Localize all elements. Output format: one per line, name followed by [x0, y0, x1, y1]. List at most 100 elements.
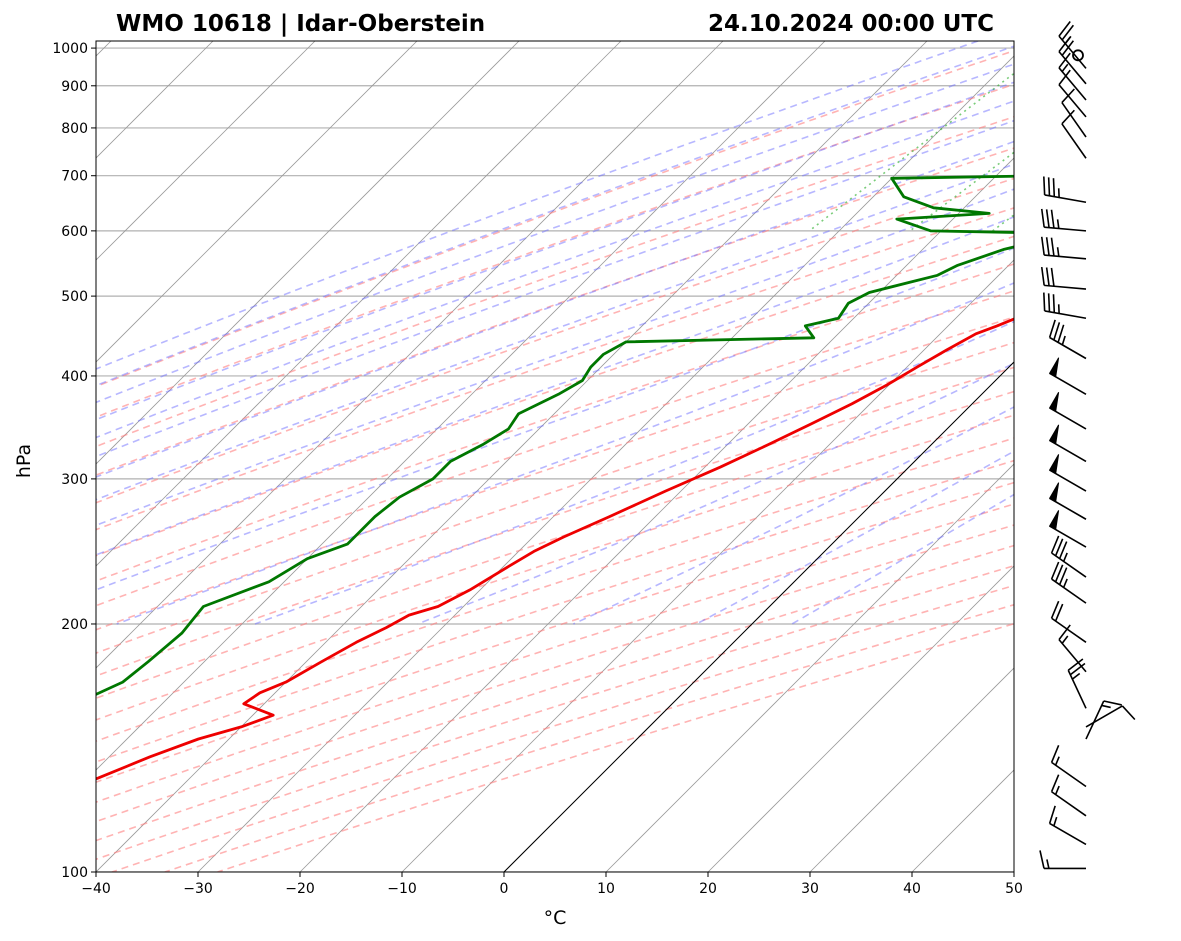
barb-full-feather — [1050, 745, 1060, 763]
barb-shaft — [1051, 791, 1087, 817]
barb-full-feather — [1061, 40, 1075, 56]
barb-shaft — [1051, 761, 1087, 788]
x-tick-label: 30 — [801, 881, 819, 897]
barb-full-feather — [1061, 88, 1075, 104]
barb-full-feather — [1050, 209, 1055, 229]
barb-shaft — [1044, 310, 1087, 320]
y-axis-label: hPa — [13, 444, 35, 478]
barb-full-feather — [1053, 322, 1061, 341]
wind-barb — [1050, 774, 1087, 817]
barb-full-feather — [1040, 208, 1045, 228]
barb-full-feather — [1061, 109, 1075, 125]
barb-full-feather — [1057, 324, 1065, 343]
profile-lines — [96, 174, 1014, 781]
dry-adiabat — [96, 207, 1014, 531]
isotherm-gridline — [96, 41, 622, 567]
barb-shaft — [1085, 700, 1105, 740]
barb-shaft — [1044, 226, 1087, 232]
barb-full-feather — [1039, 850, 1045, 869]
barb-shaft — [1061, 102, 1087, 138]
barb-half-feather — [1071, 672, 1081, 680]
barb-full-feather — [1045, 237, 1050, 256]
wind-barb — [1043, 292, 1087, 320]
barb-full-feather — [1040, 236, 1045, 256]
barb-shaft — [1044, 194, 1087, 204]
dry-adiabat — [96, 481, 1014, 784]
wind-barb — [1048, 357, 1087, 396]
barb-pennant — [1048, 454, 1060, 475]
barb-half-feather — [1054, 756, 1060, 766]
barb-full-feather — [1048, 319, 1056, 338]
wind-barb — [1039, 850, 1086, 870]
barb-shaft — [1058, 67, 1087, 101]
barb-full-feather — [1050, 237, 1055, 257]
barb-full-feather — [1043, 176, 1046, 195]
isotherm-gridline — [707, 565, 1014, 872]
isotherm-gridline — [96, 41, 724, 669]
axis-ticks: −40 −30 −20 −10 0 10 20 30 40 50 100 200 300 400 500 60… — [52, 41, 1023, 897]
dewpoint-profile-line — [96, 174, 1014, 696]
barb-full-feather — [1050, 535, 1060, 554]
x-axis-label: °C — [544, 907, 567, 929]
chart-title-right: 24.10.2024 00:00 UTC — [708, 11, 994, 37]
barb-shaft — [1058, 35, 1087, 69]
wind-barb — [1043, 176, 1087, 204]
dry-adiabat — [96, 414, 1014, 721]
barb-shaft — [1067, 669, 1087, 709]
barb-shaft — [1058, 84, 1087, 118]
moist-adiabat — [96, 163, 1014, 501]
barb-shaft — [1051, 578, 1087, 604]
wind-barb — [1048, 454, 1087, 492]
barb-shaft — [1061, 123, 1087, 159]
y-tick-label: 1000 — [52, 41, 88, 57]
y-tick-label: 600 — [61, 224, 88, 240]
barb-full-feather — [1048, 805, 1056, 824]
barb-half-feather — [1046, 859, 1050, 869]
barb-full-feather — [1058, 69, 1071, 86]
temperature-profile-line — [96, 317, 1014, 781]
dry-adiabat — [96, 83, 1014, 418]
barb-full-feather — [1058, 567, 1068, 585]
moist-adiabat — [96, 188, 1014, 527]
wind-barb — [1067, 658, 1087, 709]
wind-barb — [1061, 88, 1087, 138]
moist-adiabat — [96, 41, 979, 370]
isotherm-gridline — [96, 41, 316, 261]
wind-barb — [1048, 510, 1087, 548]
barb-full-feather — [1040, 266, 1045, 286]
wind-barb — [1058, 52, 1087, 101]
barb-full-feather — [1069, 662, 1086, 676]
barb-full-feather — [1050, 561, 1060, 580]
y-tick-label: 300 — [61, 472, 88, 488]
barb-full-feather — [1047, 293, 1051, 312]
x-tick-label: 20 — [699, 881, 717, 897]
x-tick-label: 10 — [597, 881, 615, 897]
barb-half-feather — [1056, 247, 1060, 257]
barb-full-feather — [1058, 624, 1071, 641]
barb-full-feather — [1058, 36, 1071, 53]
moist-adiabat — [116, 282, 1014, 625]
dry-adiabat — [96, 235, 1014, 557]
barb-full-feather — [1050, 600, 1060, 619]
barb-full-feather — [1052, 294, 1056, 313]
barb-full-feather — [1050, 774, 1060, 793]
barb-half-feather — [1053, 816, 1058, 827]
wind-barb — [1072, 49, 1084, 62]
moist-adiabat — [96, 216, 1014, 556]
barb-shaft — [1044, 284, 1087, 290]
wind-barb — [1050, 535, 1087, 578]
x-tick-label: −20 — [285, 881, 315, 897]
barb-half-feather — [1061, 335, 1066, 346]
x-tick-label: 40 — [903, 881, 921, 897]
wind-barb — [1058, 36, 1087, 85]
isotherm-gridline — [96, 41, 520, 465]
barb-full-feather — [1058, 52, 1071, 69]
zero-isotherm — [503, 361, 1014, 872]
isotherm-gridline — [197, 55, 1014, 872]
y-tick-label: 700 — [61, 169, 88, 185]
x-tick-label: −30 — [183, 881, 213, 897]
dry-adiabat — [96, 115, 1014, 448]
x-tick-label: −10 — [387, 881, 417, 897]
wind-barb — [1048, 482, 1087, 520]
